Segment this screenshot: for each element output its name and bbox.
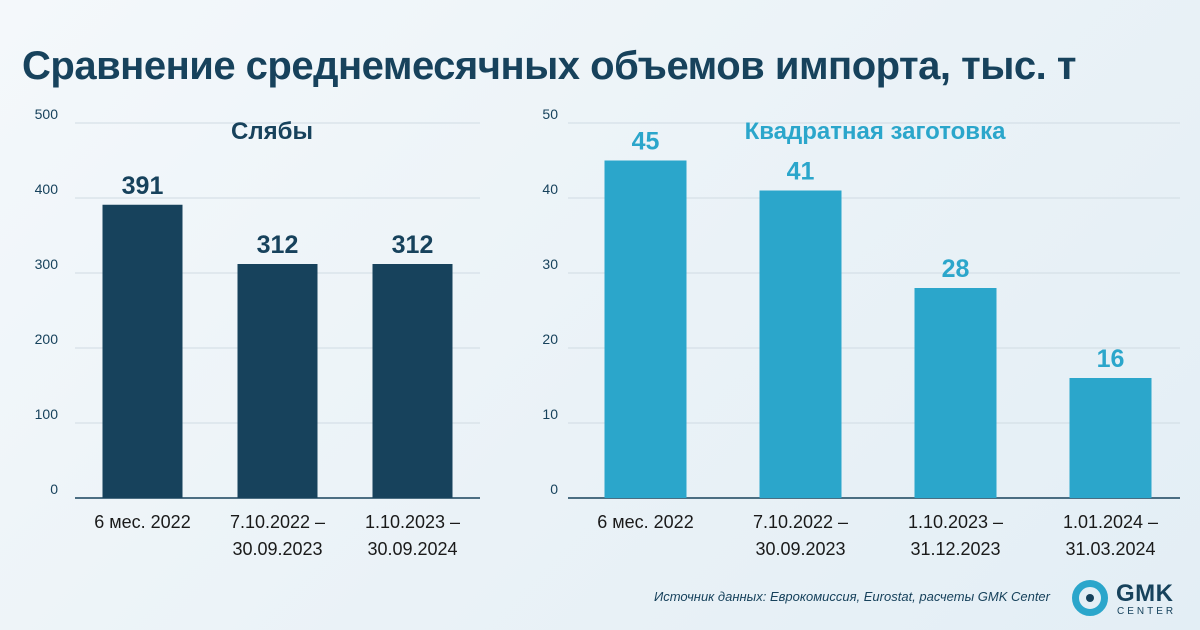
x-category-label: 1.10.2023 – <box>365 512 460 532</box>
source-note: Источник данных: Еврокомиссия, Eurostat,… <box>653 589 1050 604</box>
bar-value-label: 312 <box>257 231 299 259</box>
x-category-label: 31.03.2024 <box>1065 539 1155 559</box>
bar <box>914 288 997 498</box>
page-title: Сравнение среднемесячных объемов импорта… <box>22 44 1076 88</box>
bar-value-label: 16 <box>1097 345 1125 373</box>
x-category-label: 1.01.2024 – <box>1063 512 1158 532</box>
bar-value-label: 45 <box>632 128 660 156</box>
y-tick-label: 40 <box>542 181 558 197</box>
logo-ring-icon <box>1072 580 1108 616</box>
x-category-label: 1.10.2023 – <box>908 512 1003 532</box>
panel-title: Квадратная заготовка <box>745 118 1007 145</box>
bar-value-label: 41 <box>787 158 815 186</box>
x-category-label: 30.09.2023 <box>232 539 322 559</box>
gmk-logo: GMK CENTER <box>1072 578 1182 620</box>
y-tick-label: 50 <box>542 106 558 122</box>
panel-title: Слябы <box>231 118 313 145</box>
y-tick-label: 500 <box>35 106 59 122</box>
bar <box>1069 378 1152 498</box>
logo-sub: CENTER <box>1117 606 1177 617</box>
x-category-label: 30.09.2023 <box>755 539 845 559</box>
y-tick-label: 0 <box>50 481 58 497</box>
bar <box>237 264 318 498</box>
x-category-label: 6 мес. 2022 <box>597 512 693 532</box>
x-category-label: 6 мес. 2022 <box>94 512 190 532</box>
y-tick-label: 30 <box>542 256 558 272</box>
bar-value-label: 28 <box>942 255 970 283</box>
y-tick-label: 0 <box>550 481 558 497</box>
bar-value-label: 312 <box>392 231 434 259</box>
bar <box>102 204 183 498</box>
bar-value-label: 391 <box>122 172 164 200</box>
y-tick-label: 200 <box>35 331 59 347</box>
y-tick-label: 10 <box>542 406 558 422</box>
x-category-label: 7.10.2022 – <box>753 512 848 532</box>
logo-name: GMK <box>1116 580 1174 607</box>
bar <box>759 190 842 498</box>
x-category-label: 7.10.2022 – <box>230 512 325 532</box>
x-category-label: 31.12.2023 <box>910 539 1000 559</box>
y-tick-label: 20 <box>542 331 558 347</box>
x-category-label: 30.09.2024 <box>367 539 457 559</box>
y-tick-label: 100 <box>35 406 59 422</box>
y-tick-label: 300 <box>35 256 59 272</box>
bar <box>604 160 687 498</box>
bar <box>372 264 453 498</box>
y-tick-label: 400 <box>35 181 59 197</box>
